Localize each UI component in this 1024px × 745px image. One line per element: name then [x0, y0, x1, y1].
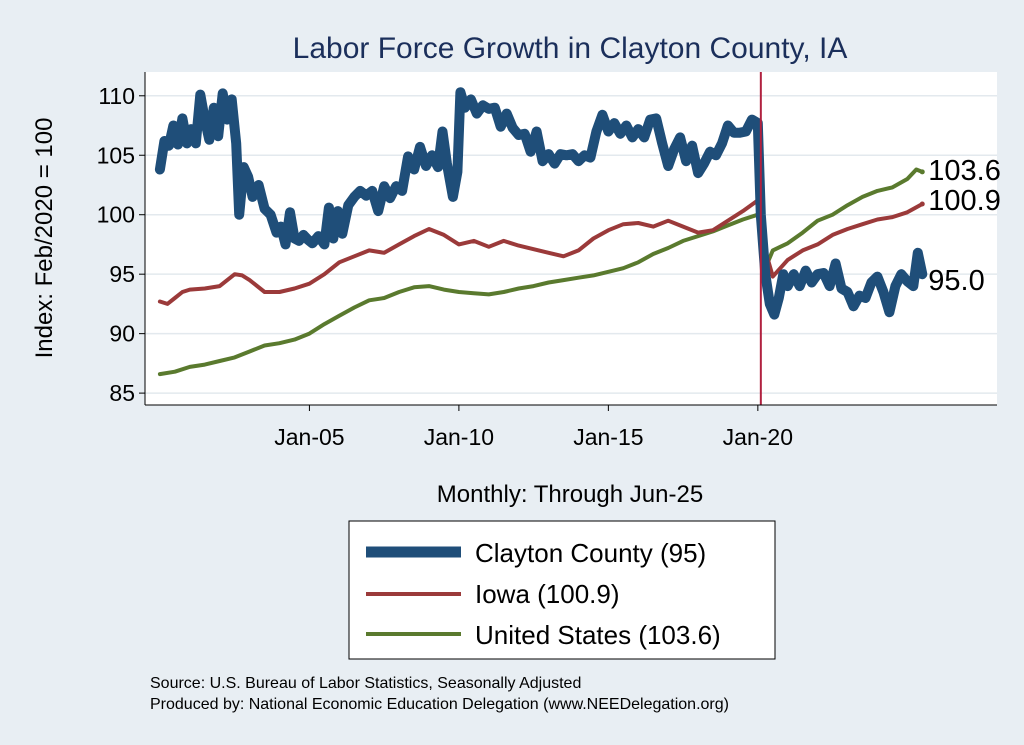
end-marker-iowa — [919, 201, 925, 207]
legend-label-iowa: Iowa (100.9) — [475, 579, 620, 609]
x-tick-label-Jan-05: Jan-05 — [274, 424, 344, 450]
x-tick-label-Jan-20: Jan-20 — [723, 424, 793, 450]
end-label-clayton-county: 95.0 — [928, 265, 984, 297]
y-tick-label-105: 105 — [97, 142, 135, 168]
y-axis-ticks: 85 90 95 100 105 110 — [97, 83, 145, 406]
y-tick-label-85: 85 — [109, 380, 135, 406]
y-tick-label-110: 110 — [98, 83, 135, 109]
x-tick-label-Jan-10: Jan-10 — [424, 424, 494, 450]
y-tick-label-95: 95 — [109, 261, 135, 287]
x-axis-label: Monthly: Through Jun-25 — [437, 481, 703, 508]
source-line: Source: U.S. Bureau of Labor Statistics,… — [150, 675, 581, 692]
series-layer — [154, 72, 928, 405]
series-line-iowa — [157, 198, 925, 306]
legend-label-clayton: Clayton County (95) — [475, 538, 706, 568]
x-tick-label-Jan-15: Jan-15 — [573, 424, 643, 450]
chart-title: Labor Force Growth in Clayton County, IA — [293, 32, 848, 65]
legend-label-us: United States (103.6) — [475, 620, 721, 650]
end-label-iowa: 100.9 — [928, 185, 1001, 217]
legend: Clayton County (95) Iowa (100.9) United … — [348, 520, 776, 660]
end-label-united-states: 103.6 — [928, 155, 1001, 187]
end-marker-united-states — [919, 169, 925, 175]
series-line-united-states — [157, 167, 925, 377]
x-axis-ticks: Jan-05 Jan-10 Jan-15 Jan-20 — [274, 405, 793, 450]
y-tick-label-90: 90 — [109, 321, 135, 347]
y-tick-label-100: 100 — [97, 202, 135, 228]
producer-line: Produced by: National Economic Education… — [150, 696, 729, 713]
series-line-clayton-county — [154, 87, 928, 320]
plot-area — [145, 72, 997, 405]
y-axis-label: Index: Feb/2020 = 100 — [31, 118, 58, 359]
end-marker-clayton-county — [919, 271, 925, 277]
